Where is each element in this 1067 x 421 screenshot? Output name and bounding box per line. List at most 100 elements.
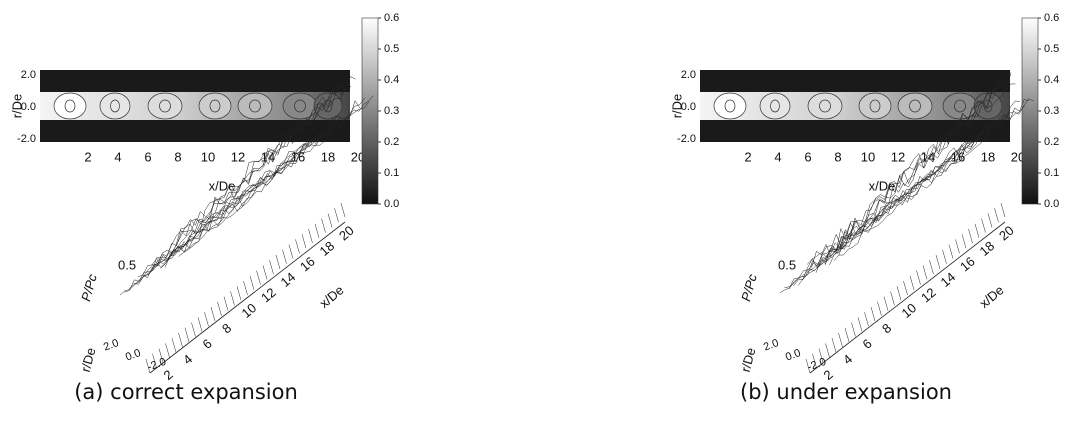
contour-cell: [760, 93, 790, 119]
colorbar-label: 0.3: [1044, 105, 1059, 117]
contour-cell: [283, 93, 317, 119]
colorbar-label: 0.0: [384, 198, 399, 210]
contour-cell: [898, 93, 932, 119]
surface-hatch: [832, 338, 836, 352]
contour-cell: [148, 93, 182, 119]
x-tick-label: 8: [879, 320, 894, 336]
colorbar-label: 0.2: [1044, 136, 1059, 148]
x-tick-label: 6: [859, 336, 874, 352]
x-tick-label: 4: [774, 149, 781, 164]
surface-hatch: [309, 229, 313, 243]
surface-hatch: [192, 323, 196, 337]
r-tick-label: 2.0: [102, 337, 120, 354]
panel: r/De2.00.0-2.02468101214161820x/De0.60.5…: [669, 12, 1059, 404]
x-tick-label: 12: [231, 149, 245, 164]
surface-hatch: [995, 208, 999, 222]
caption: (a) correct expansion: [74, 380, 298, 404]
y-tick-label: 2.0: [21, 69, 36, 81]
colorbar-label: 0.1: [1044, 167, 1059, 179]
contour-cell: [943, 93, 977, 119]
surface-hatch: [296, 239, 300, 253]
surface-hatch: [328, 213, 332, 227]
x-tick-label: 2: [744, 149, 751, 164]
surface-hatch: [891, 291, 895, 305]
r-tick-label: 0.0: [784, 347, 802, 364]
x-tick-label: 12: [258, 285, 279, 306]
x-tick-label: 12: [918, 285, 939, 306]
surface-hatch: [936, 255, 940, 269]
y-tick-label: 0.0: [681, 101, 696, 113]
surface-hatch: [257, 271, 261, 285]
x-tick-label: 4: [840, 351, 855, 367]
x-tick-label: 6: [804, 149, 811, 164]
colorbar-label: 0.3: [384, 105, 399, 117]
surface-hatch: [263, 265, 267, 279]
x-tick-label: 10: [201, 149, 215, 164]
surface-hatch: [949, 245, 953, 259]
surface-hatch: [185, 328, 189, 342]
colorbar: [362, 18, 378, 204]
surface-hatch: [250, 276, 254, 290]
surface-hatch: [322, 219, 326, 233]
surface-hatch: [975, 224, 979, 238]
x-tick-label: 8: [834, 149, 841, 164]
colorbar-label: 0.0: [1044, 198, 1059, 210]
surface-hatch: [179, 333, 183, 347]
colorbar-label: 0.1: [384, 167, 399, 179]
colorbar: [1022, 18, 1038, 204]
surface-hatch: [826, 343, 830, 357]
colorbar-label: 0.6: [384, 12, 399, 24]
surface-hatch: [172, 338, 176, 352]
surface-hatch: [302, 234, 306, 248]
x-tick-label: 10: [898, 300, 919, 321]
x-axis-label: x/De: [976, 282, 1006, 311]
x-tick-label: 20: [336, 223, 357, 244]
surface-hatch: [988, 213, 992, 227]
caption: (b) under expansion: [740, 380, 952, 404]
surface-hatch: [858, 317, 862, 331]
figure: r/De2.00.0-2.02468101214161820x/De0.60.5…: [0, 0, 1067, 421]
x-tick-label: 6: [199, 336, 214, 352]
surface-hatch: [283, 250, 287, 264]
r-axis-label: r/De: [738, 346, 759, 374]
surface-hatch: [917, 271, 921, 285]
surface-hatch: [341, 203, 345, 217]
surface-hatch: [943, 250, 947, 264]
surface-hatch: [198, 317, 202, 331]
surface-hatch: [982, 219, 986, 233]
surface-hatch: [865, 312, 869, 326]
surface-hatch: [884, 297, 888, 311]
surface-hatch: [956, 239, 960, 253]
surface-hatch: [969, 229, 973, 243]
surface-hatch: [237, 286, 241, 300]
surface-hatch: [930, 260, 934, 274]
surface-hatch: [166, 343, 170, 357]
x-tick-label: 18: [981, 149, 995, 164]
surface-hatch: [315, 224, 319, 238]
x-tick-label: 8: [219, 320, 234, 336]
surface-hatch: [276, 255, 280, 269]
contour-cell: [54, 93, 86, 119]
r-axis-label: r/De: [78, 346, 99, 374]
y-tick-label: -2.0: [677, 133, 696, 145]
x-tick-label: 20: [996, 223, 1017, 244]
surface-hatch: [962, 234, 966, 248]
x-tick-label: 6: [144, 149, 151, 164]
surface-hatch: [839, 333, 843, 347]
colorbar-label: 0.4: [1044, 74, 1059, 86]
surface-hatch: [218, 302, 222, 316]
z-axis-label: P/Pc: [78, 272, 100, 303]
surface-hatch: [904, 281, 908, 295]
x-tick-label: 10: [861, 149, 875, 164]
surface-hatch: [231, 291, 235, 305]
surface-hatch: [335, 208, 339, 222]
contour-cell: [714, 93, 746, 119]
surface-hatch: [852, 323, 856, 337]
contour-cell: [808, 93, 842, 119]
contour-cell: [314, 93, 342, 119]
surface-hatch: [289, 245, 293, 259]
x-tick-label: 12: [891, 149, 905, 164]
surface-hatch: [211, 307, 215, 321]
surface-hatch: [845, 328, 849, 342]
